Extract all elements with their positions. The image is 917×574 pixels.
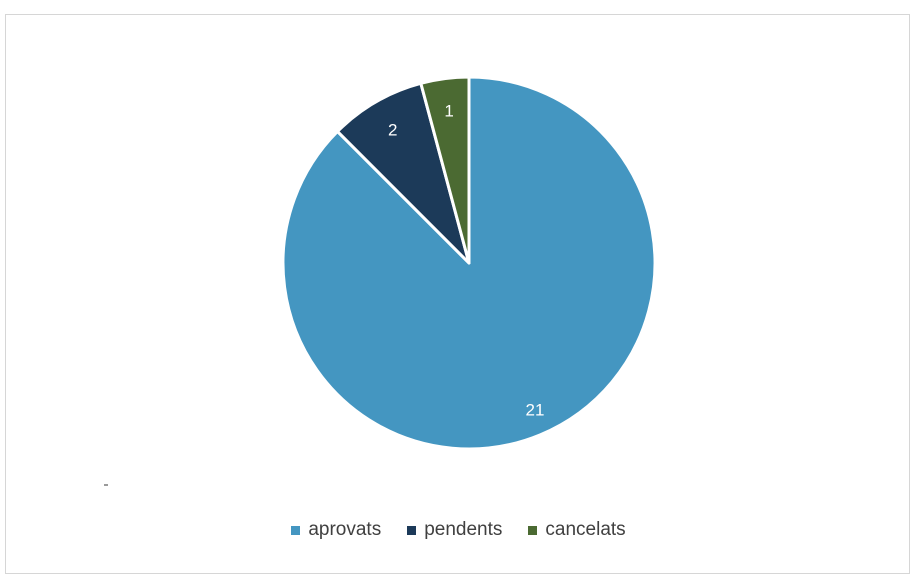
legend-swatch-cancelats (528, 525, 538, 535)
legend-label-pendents: pendents (424, 519, 503, 540)
legend-item-pendents: pendents (407, 519, 502, 541)
legend-label-aprovats: aprovats (308, 519, 382, 540)
pie-slice-aprovats (281, 75, 657, 451)
legend-swatch-aprovats (291, 525, 301, 535)
pie-slice-pendents (335, 81, 471, 265)
legend-swatch-pendents (407, 525, 417, 535)
pie-slice-cancelats (419, 75, 471, 265)
data-label-aprovats: 21 (526, 400, 545, 419)
legend-label-cancelats: cancelats (545, 519, 626, 540)
scan-mark (104, 484, 108, 486)
legend-item-aprovats: aprovats (291, 519, 381, 541)
data-label-pendents: 2 (388, 120, 397, 139)
legend: aprovats pendents cancelats (0, 519, 917, 541)
data-label-cancelats: 1 (444, 101, 453, 120)
legend-item-cancelats: cancelats (528, 519, 626, 541)
